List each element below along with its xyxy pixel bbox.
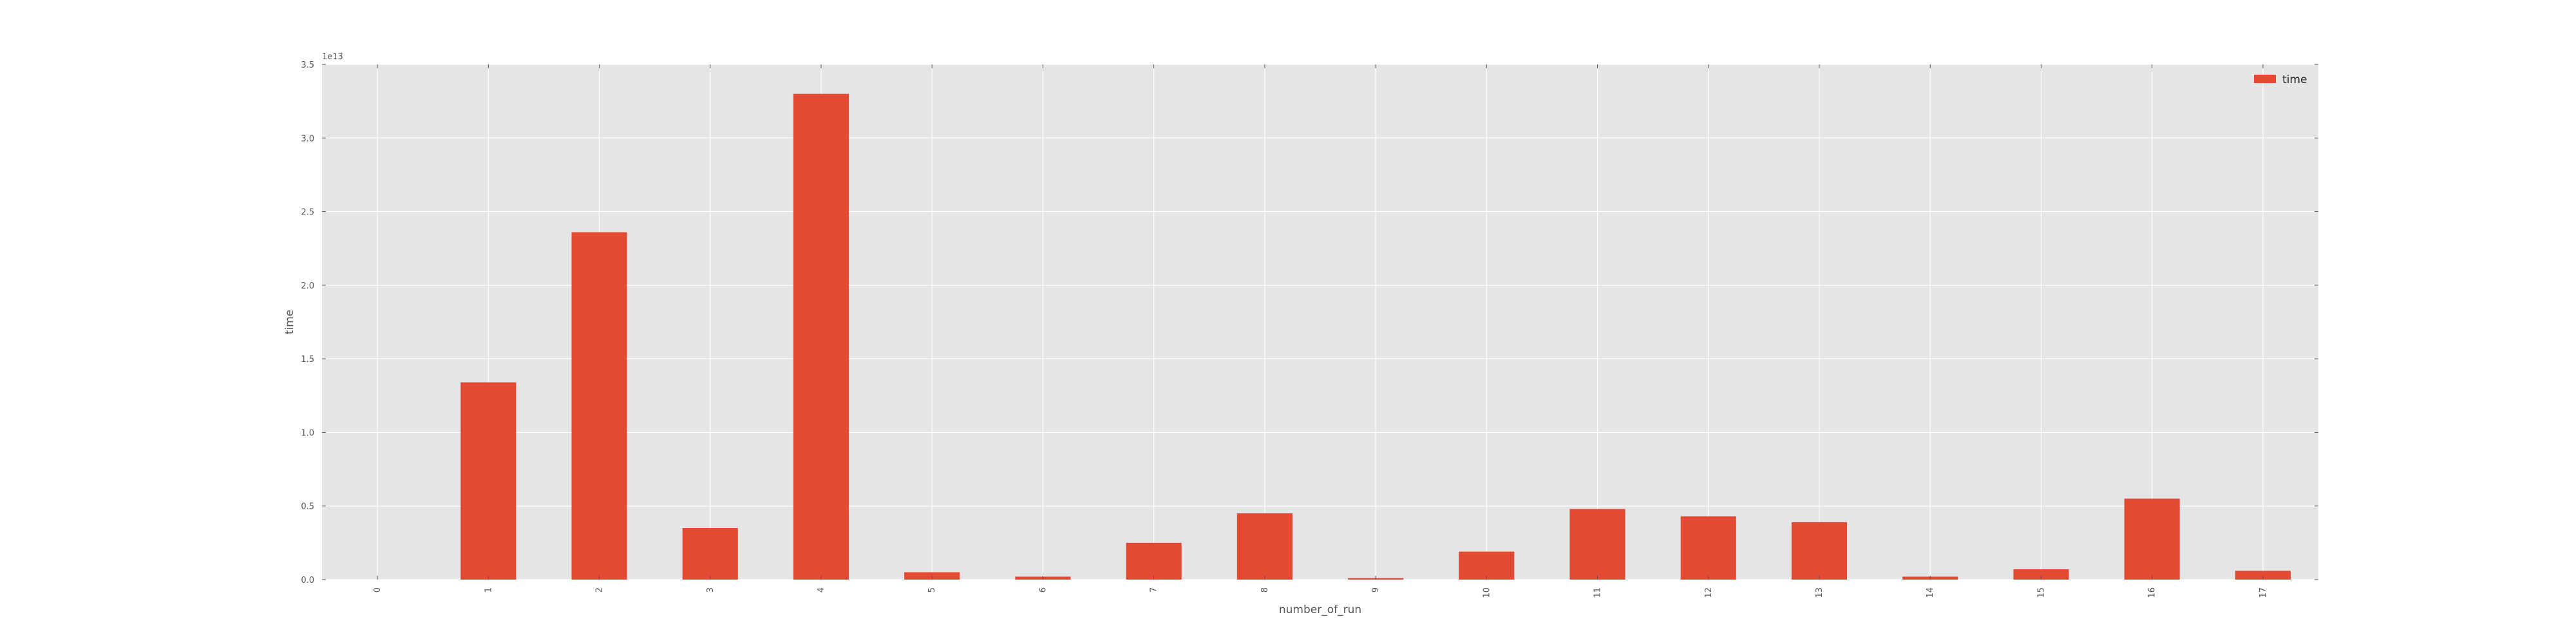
x-tick-label: 9 [1371, 587, 1381, 592]
legend: time [2254, 73, 2307, 86]
bar [1236, 513, 1293, 580]
y-tick-label: 0.0 [301, 576, 314, 585]
x-tick-label: 16 [2148, 587, 2157, 598]
y-axis: 0.0 0.5 1.0 1.5 2.0 2.5 3.0 3.5 [301, 61, 2318, 585]
x-axis: 0 1 2 3 4 5 6 7 8 9 10 11 12 13 14 15 16 17 [373, 64, 2268, 598]
x-tick-label: 1 [484, 587, 493, 592]
x-tick-label: 8 [1260, 587, 1270, 592]
y-tick-label: 2.0 [301, 281, 314, 291]
y-axis-label: time [283, 310, 296, 334]
bar [1569, 509, 1625, 580]
plot-area [322, 64, 2318, 580]
legend-swatch [2254, 75, 2276, 83]
y-tick-label: 0.5 [301, 502, 314, 512]
y-scale-label: 1e13 [322, 52, 343, 62]
y-tick-label: 3.5 [301, 61, 314, 70]
x-axis-label: number_of_run [1279, 603, 1361, 616]
y-tick-label: 2.5 [301, 208, 314, 218]
x-tick-label: 10 [1482, 587, 1492, 598]
x-tick-label: 13 [1815, 587, 1824, 598]
bar [2013, 569, 2069, 580]
bar [2235, 571, 2291, 580]
bar [1791, 522, 1848, 580]
y-tick-label: 3.0 [301, 134, 314, 144]
bar [1680, 516, 1736, 580]
x-tick-label: 11 [1593, 587, 1603, 598]
x-tick-label: 6 [1038, 587, 1048, 592]
x-tick-label: 5 [927, 587, 937, 592]
legend-label: time [2282, 73, 2307, 86]
bar [793, 93, 849, 580]
x-tick-label: 2 [595, 587, 605, 592]
x-tick-label: 14 [1926, 587, 1935, 598]
y-tick-label: 1.0 [301, 428, 314, 438]
x-tick-label: 17 [2259, 587, 2268, 598]
x-tick-label: 12 [1704, 587, 1714, 598]
bar [682, 528, 738, 580]
bar [571, 232, 627, 580]
x-tick-label: 4 [817, 587, 826, 592]
x-tick-label: 0 [373, 587, 383, 592]
bar [2124, 498, 2180, 580]
x-tick-label: 15 [2036, 587, 2046, 598]
bar [1459, 551, 1515, 580]
bar [460, 382, 516, 580]
x-tick-label: 7 [1150, 587, 1159, 592]
bar [1126, 542, 1182, 580]
x-tick-label: 3 [706, 587, 715, 592]
y-tick-label: 1.5 [301, 355, 314, 365]
